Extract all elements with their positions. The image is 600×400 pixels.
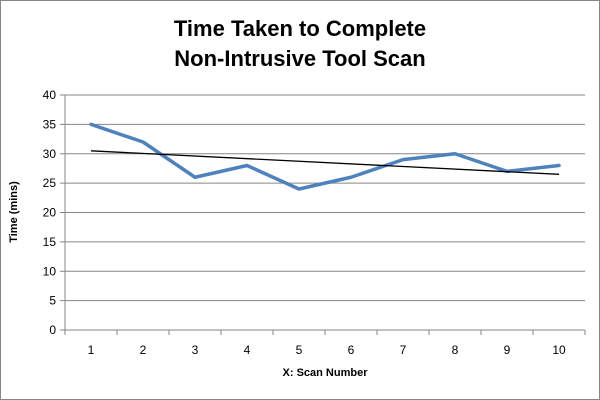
y-tick-labels: 0 5 10 15 20 25 30 35 40 [43,88,57,337]
x-tick-label: 7 [400,343,407,357]
x-tick-label: 4 [244,343,251,357]
y-tick-label: 40 [43,88,57,102]
x-axis-title: X: Scan Number [283,367,369,379]
y-tick-label: 10 [43,264,57,278]
y-tick-label: 0 [49,323,56,337]
series-line [89,122,561,191]
y-tick-label: 15 [43,235,57,249]
y-axis-title: Time (mins) [8,181,20,243]
chart-title-line-2: Non-Intrusive Tool Scan [174,46,426,71]
y-tick-label: 5 [49,294,56,308]
x-tick-label: 3 [192,343,199,357]
axes [60,94,586,335]
trendline [90,150,560,175]
y-tick-label: 25 [43,176,57,190]
x-tick-label: 8 [452,343,459,357]
x-tick-label: 2 [140,343,147,357]
x-tick-label: 6 [348,343,355,357]
x-tick-label: 10 [552,343,566,357]
series-layer [89,122,561,191]
gridlines [65,94,585,302]
y-tick-label: 30 [43,147,57,161]
x-tick-labels: 1 2 3 4 5 6 7 8 9 10 [88,343,566,357]
x-tick-label: 5 [296,343,303,357]
y-tick-label: 20 [43,206,57,220]
y-tick-label: 35 [43,117,57,131]
chart-title: Time Taken to Complete Non-Intrusive Too… [0,14,600,74]
x-tick-label: 9 [504,343,511,357]
chart-title-line-1: Time Taken to Complete [173,16,427,41]
x-tick-label: 1 [88,343,95,357]
